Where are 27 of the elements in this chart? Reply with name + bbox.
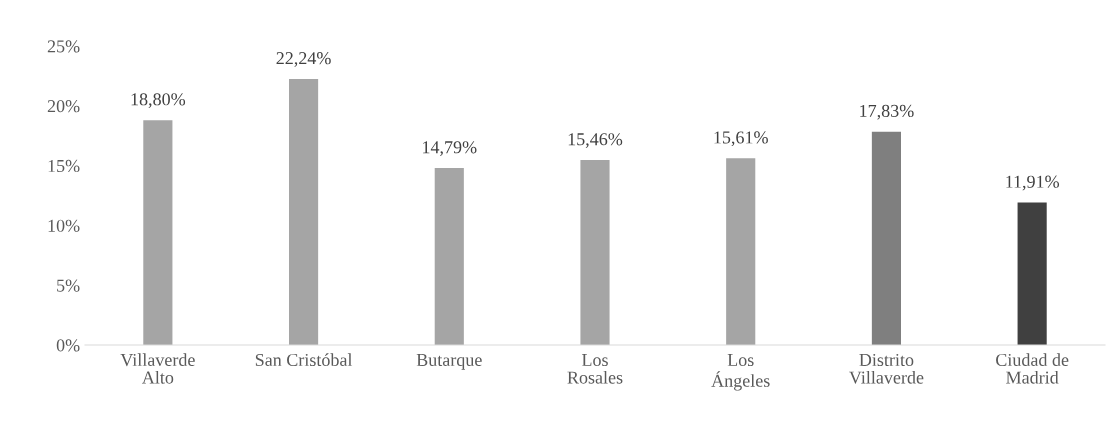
x-tick-label: Los Ángeles (711, 354, 770, 391)
y-tick-label: 15% (48, 159, 80, 173)
x-tick-label: Villaverde Alto (120, 353, 195, 384)
data-label: 17,83% (860, 104, 914, 120)
y-tick-label: 0% (56, 339, 80, 352)
x-tick-label: Ciudad de Madrid (996, 353, 1069, 384)
bar (580, 160, 610, 345)
data-label: 11,91% (1006, 175, 1060, 191)
bar (434, 168, 464, 345)
bar (871, 131, 901, 345)
data-label: 14,79% (423, 141, 477, 156)
bar (1017, 202, 1047, 345)
y-tick-label: 10% (48, 219, 80, 232)
data-label: 22,24% (276, 52, 331, 67)
x-tick-label: Los Rosales (567, 354, 623, 384)
data-label: 15,46% (568, 133, 623, 148)
data-label: 15,61% (714, 131, 768, 147)
x-tick-label: Butarque (416, 354, 482, 370)
y-tick-label: 20% (47, 100, 80, 113)
x-tick-label: Distrito Villaverde (849, 353, 924, 384)
y-tick-label: 25% (47, 40, 80, 53)
y-tick-label: 5% (57, 279, 80, 292)
bar (143, 120, 173, 345)
x-tick-label: San Cristóbal (255, 353, 353, 367)
data-label: 18,80% (131, 93, 186, 108)
bar (726, 158, 756, 345)
bar (289, 79, 319, 345)
